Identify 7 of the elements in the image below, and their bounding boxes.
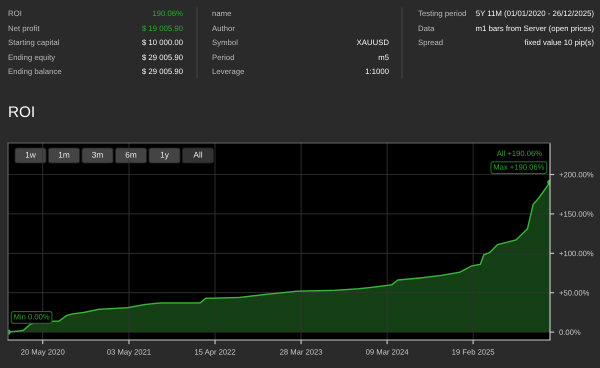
annotation: 1w (26, 152, 36, 158)
annotation: All (193, 152, 202, 158)
annotation: 1y (160, 152, 169, 160)
annotation: 1m (58, 152, 70, 158)
chart-title: ROI (9, 106, 34, 118)
annotation: 6m (126, 152, 136, 158)
annotation: 3m (92, 152, 103, 158)
